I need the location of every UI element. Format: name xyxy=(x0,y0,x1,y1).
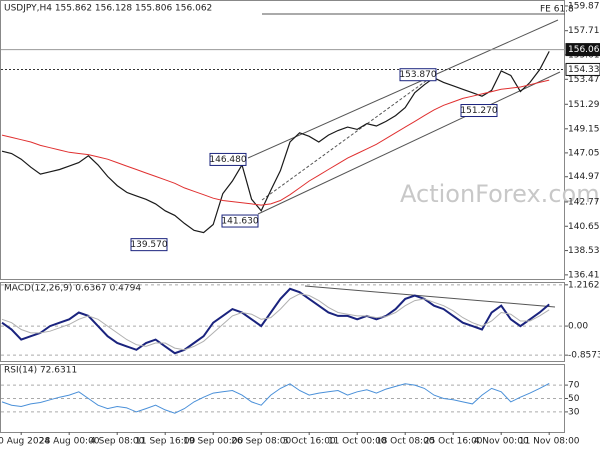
trend-lines xyxy=(247,13,565,308)
price-tag xyxy=(565,62,600,76)
macd-title: MACD(12,26,9) 0.6367 0.4794 xyxy=(4,284,141,294)
y-tick-label: 70 xyxy=(568,381,580,391)
annotation-box xyxy=(399,68,437,82)
price-tag xyxy=(565,43,600,57)
y-tick-label: 147.050 xyxy=(568,148,600,158)
x-tick-label: 20 Aug 2024 xyxy=(0,437,50,447)
x-tick-label: 11 Oct 00:00 xyxy=(328,437,387,447)
annotation-label: 139.570 xyxy=(130,240,167,250)
series-line xyxy=(1,51,550,234)
x-tick-label: 4 Nov 00:00 xyxy=(474,437,529,447)
macd-panel xyxy=(0,282,565,362)
y-tick-label: 1.2162 xyxy=(568,280,600,290)
y-tick-label: 136.410 xyxy=(568,270,600,280)
x-tick-label: 11 Nov 08:00 xyxy=(519,437,580,447)
watermark: ActionForex.com xyxy=(400,180,600,208)
y-tick-label: 157.710 xyxy=(568,26,600,36)
y-tick-label: 50 xyxy=(568,394,580,404)
x-tick-label: 11 Sep 16:00 xyxy=(135,437,195,447)
x-tick-label: 18 Oct 08:00 xyxy=(376,437,435,447)
y-tick-label: 138.530 xyxy=(568,246,600,256)
y-tick-label: 140.650 xyxy=(568,222,600,232)
series-line xyxy=(1,287,550,355)
y-tick-label: 151.290 xyxy=(568,100,600,110)
series-line xyxy=(1,382,550,414)
chart-title: USDJPY,H4 155.862 156.128 155.806 156.06… xyxy=(4,4,212,14)
y-tick-label: 0.00 xyxy=(568,322,588,332)
channel-upper xyxy=(247,19,559,159)
y-tick-label: 159.870 xyxy=(568,1,600,11)
y-tick-label: -0.8573 xyxy=(568,351,600,361)
x-tick-label: 26 Sep 08:00 xyxy=(231,437,291,447)
rsi-panel xyxy=(0,364,565,433)
annotation-box xyxy=(209,152,247,166)
x-tick-label: 28 Aug 00:00 xyxy=(39,437,100,447)
y-tick-label: 142.770 xyxy=(568,197,600,207)
annotation-label: 151.270 xyxy=(460,106,497,116)
y-tick-label: 153.470 xyxy=(568,75,600,85)
annotation-label: 146.480 xyxy=(209,155,246,165)
x-tick-label: 3 Oct 16:00 xyxy=(283,437,336,447)
annotation-box xyxy=(130,238,168,252)
series-line xyxy=(1,79,550,206)
channel-lower xyxy=(257,71,561,215)
x-tick-label: 19 Sep 00:00 xyxy=(183,437,243,447)
y-tick-label: 149.150 xyxy=(568,124,600,134)
y-tick-label: 30 xyxy=(568,407,580,417)
x-tick-label: 4 Sep 08:00 xyxy=(90,437,145,447)
annotation-box xyxy=(460,104,498,118)
price-tag-label: 156.062 xyxy=(568,45,600,55)
series-line xyxy=(1,293,550,351)
price-tag-label: 154.330 xyxy=(568,65,600,75)
y-tick-label: 144.970 xyxy=(568,172,600,182)
rsi-title: RSI(14) 72.6311 xyxy=(4,366,77,376)
annotation-box xyxy=(221,214,259,228)
macd-trend xyxy=(304,285,556,308)
annotation-label: 153.870 xyxy=(399,70,436,80)
price-panel xyxy=(0,0,565,280)
annotation-label: 141.630 xyxy=(221,217,258,227)
fe-label: FE 61.8 xyxy=(540,5,574,15)
x-tick-label: 25 Oct 16:00 xyxy=(424,437,483,447)
